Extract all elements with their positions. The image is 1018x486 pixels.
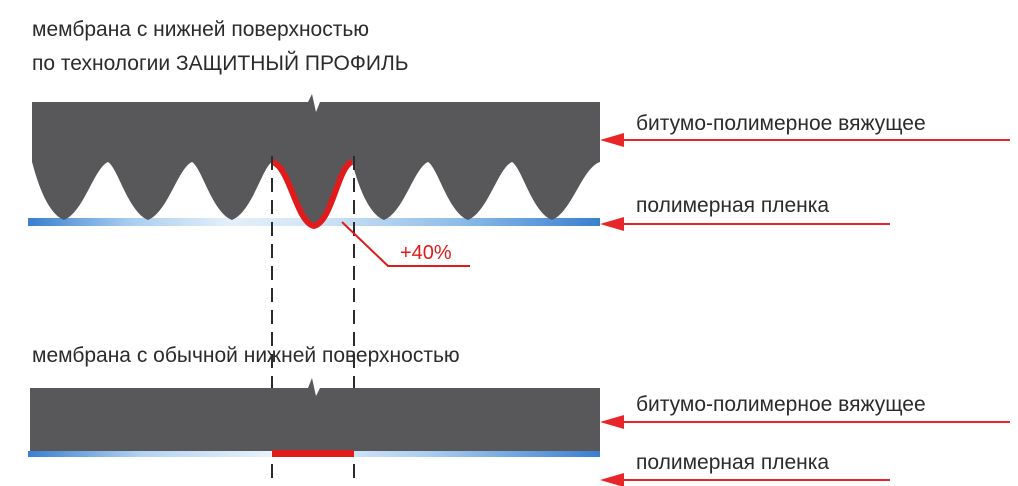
top-binder-arrowhead <box>600 133 624 147</box>
top-film-label: полимерная пленка <box>636 194 830 217</box>
top-highlighted-wave <box>270 159 354 229</box>
top-film-arrowhead <box>600 217 624 231</box>
increase-label: +40% <box>400 242 452 264</box>
top-bitumen-binder <box>32 94 600 220</box>
top-binder-label: битумо-полимерное вяжущее <box>636 112 926 135</box>
bottom-highlighted-segment <box>272 450 354 457</box>
top-title-line1: мембрана с нижней поверхностью <box>32 18 370 41</box>
bottom-binder-label: битумо-полимерное вяжущее <box>636 393 926 416</box>
increase-pointer-line <box>341 221 470 267</box>
bottom-bitumen-binder <box>30 378 600 452</box>
top-title-line2: по технологии ЗАЩИТНЫЙ ПРОФИЛЬ <box>32 52 409 75</box>
bottom-binder-arrowhead <box>600 415 624 429</box>
bottom-film-arrowhead <box>600 473 624 486</box>
bottom-film-label: полимерная пленка <box>636 451 830 474</box>
bottom-title: мембрана с обычной нижней поверхностью <box>32 344 460 367</box>
